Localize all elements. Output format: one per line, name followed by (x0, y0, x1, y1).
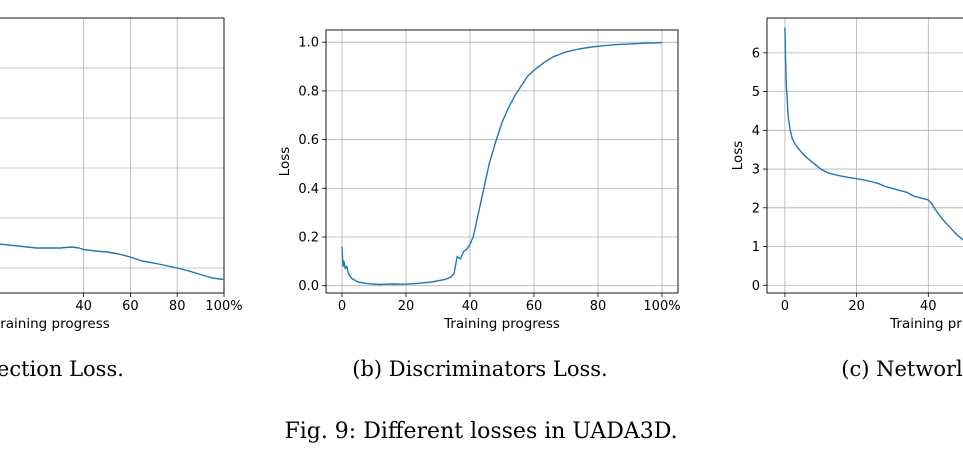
x-tick-label: 0 (781, 299, 789, 314)
plot-frame (766, 17, 963, 294)
x-tick-label: 40 (75, 299, 92, 314)
x-tick-label: 60 (526, 299, 543, 314)
y-tick-label: 0.0 (298, 279, 319, 294)
y-tick-label: 0.8 (298, 84, 319, 99)
x-tick-label: 20 (848, 299, 865, 314)
figure-caption: Fig. 9: Different losses in UADA3D. (284, 419, 677, 444)
detection-loss-line (0, 243, 224, 281)
x-tick-label: 40 (462, 299, 479, 314)
x-axis-label: raining progress (0, 316, 110, 332)
subcaption: (c) Networl (841, 357, 963, 381)
network-loss-line (784, 27, 963, 241)
y-tick-label: 1.0 (298, 36, 319, 51)
panel-network-loss: 0 20 40 0 1 2 3 4 5 6 Training pr Loss (c) Networl (730, 17, 963, 381)
y-tick-label: 0.4 (298, 182, 319, 197)
plot-frame (0, 17, 225, 294)
x-tick-label: 80 (169, 299, 186, 314)
x-axis-label: Training pr (889, 316, 962, 332)
y-tick-label: 1 (752, 240, 760, 255)
discriminators-loss-line (341, 42, 663, 286)
y-tick-label: 4 (752, 124, 760, 139)
panel-discriminators-loss: 0 20 40 60 80 100% 0.0 0.2 0.4 0.6 0.8 1.0 Training … (277, 29, 681, 381)
x-tick-label: 100% (205, 299, 242, 314)
y-tick-label: 0.6 (298, 133, 319, 148)
y-tick-label: 6 (752, 46, 760, 61)
y-tick-label: 0 (752, 279, 760, 294)
y-axis-label: Loss (730, 141, 746, 171)
x-tick-label: 20 (398, 299, 415, 314)
y-tick-label: 0.2 (298, 230, 319, 245)
y-tick-label: 5 (752, 85, 760, 100)
x-axis-label: Training progress (443, 316, 560, 332)
x-tick-label: 60 (122, 299, 139, 314)
subcaption: (b) Discriminators Loss. (352, 357, 607, 381)
x-tick-label: 0 (338, 299, 346, 314)
y-tick-label: 2 (752, 201, 760, 216)
plot-frame (325, 29, 679, 294)
x-tick-label: 100% (643, 299, 680, 314)
y-axis-label: Loss (277, 147, 293, 177)
x-tick-label: 40 (920, 299, 937, 314)
x-tick-label: 80 (590, 299, 607, 314)
y-tick-label: 3 (752, 163, 760, 178)
